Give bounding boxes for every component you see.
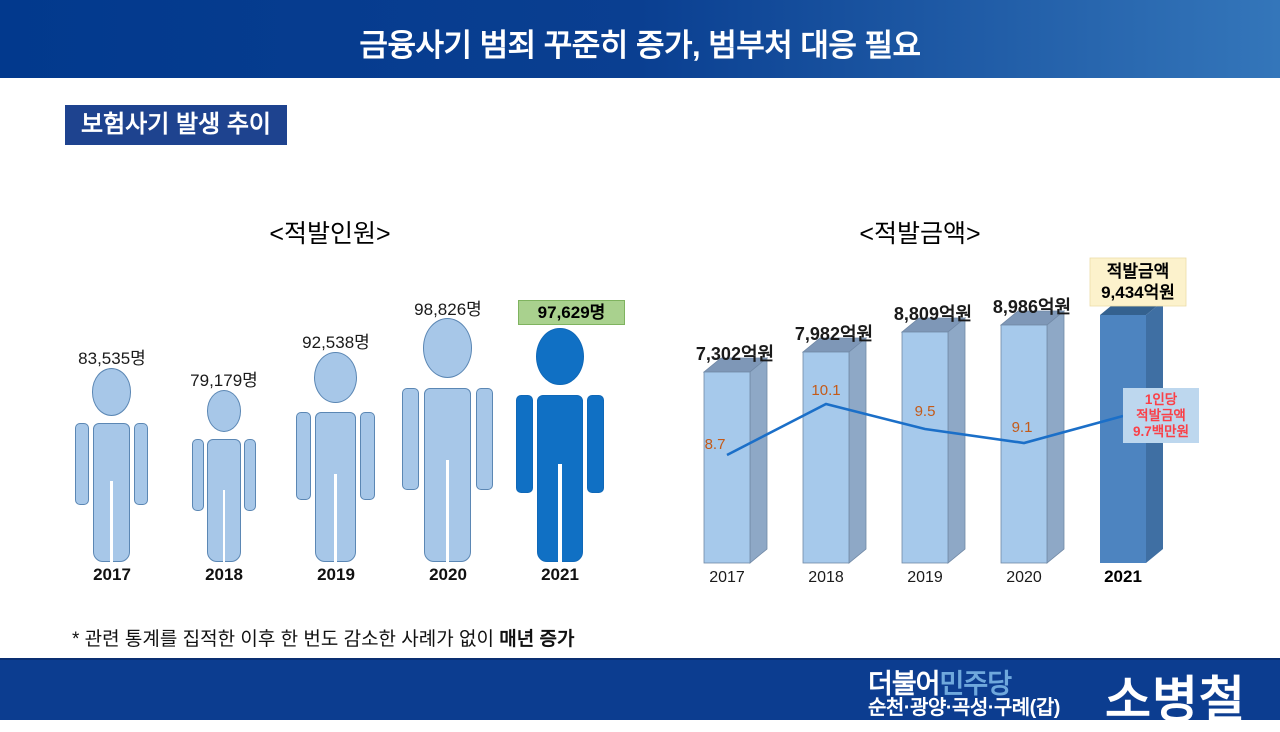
- district-name: 순천·광양·곡성·구례(갑): [868, 697, 1060, 719]
- year-label-2020: 2020: [429, 565, 467, 584]
- value-label-2020: 98,826명: [414, 300, 482, 319]
- year-label-2017: 2017: [93, 565, 131, 584]
- svg-text:적발금액: 적발금액: [1136, 407, 1186, 423]
- section-label: 보험사기 발생 추이: [65, 105, 287, 145]
- person-pictogram-2017: [75, 368, 148, 562]
- bar-2019: [900, 317, 967, 564]
- politician-name-logo: 소병철: [1105, 672, 1246, 728]
- value-label-2017: 83,535명: [78, 349, 146, 368]
- header-bar: [0, 0, 1280, 78]
- per-person-line: [726, 402, 1124, 457]
- right-chart-title: <적발금액>: [859, 220, 981, 248]
- person-pictogram-2018: [192, 390, 256, 562]
- year-label-2021: 2021: [541, 565, 579, 584]
- value-label-2021-highlight: 97,629명: [518, 300, 625, 325]
- bar-label-2021-highlight-box: 적발금액 9,434억원: [1089, 257, 1187, 307]
- person-pictogram-2021-highlight: [516, 328, 604, 562]
- footnote-bold: 매년 증가: [499, 629, 575, 650]
- person-head-icon: [314, 352, 357, 404]
- person-pictogram-2020: [402, 318, 493, 562]
- svg-text:9.7백만원: 9.7백만원: [1133, 424, 1189, 439]
- slide-title: 금융사기 범죄 꾸준히 증가, 범부처 대응 필요: [359, 28, 921, 63]
- bar-label-2019: 8,809억원: [894, 304, 972, 324]
- person-pictogram-2019: [296, 352, 375, 562]
- line-value-2020: 9.1: [1012, 419, 1033, 436]
- value-label-2019: 92,538명: [302, 333, 370, 352]
- person-head-icon: [422, 318, 473, 378]
- bar-2018: [801, 337, 868, 564]
- line-value-2018: 10.1: [811, 382, 840, 399]
- value-label-2018: 79,179명: [190, 371, 258, 390]
- bar-label-2018: 7,982억원: [795, 324, 873, 344]
- bar-2017: [702, 357, 769, 564]
- person-head-icon: [91, 368, 132, 416]
- line-value-2019: 9.5: [915, 403, 936, 420]
- year-label-2019: 2019: [907, 569, 943, 586]
- footnote-text: * 관련 통계를 집적한 이후 한 번도 감소한 사례가 없이: [72, 629, 500, 650]
- footer-bar: [0, 658, 1280, 720]
- person-head-icon: [206, 390, 242, 433]
- per-person-annotation-box: 1인당 적발금액 9.7백만원: [1123, 388, 1199, 443]
- person-head-icon: [536, 328, 584, 386]
- party-name: 더불어민주당: [868, 669, 1012, 699]
- year-label-2018: 2018: [808, 569, 844, 586]
- line-value-2017: 8.7: [705, 436, 726, 453]
- year-label-2019: 2019: [317, 565, 355, 584]
- money-chart: 7,302억원 7,982억원 8,809억원 8,986억원 적발금액 9,4…: [696, 257, 1199, 586]
- year-label-2021: 2021: [1104, 567, 1142, 586]
- svg-text:적발금액: 적발금액: [1107, 262, 1170, 281]
- year-label-2017: 2017: [709, 569, 745, 586]
- left-chart-title: <적발인원>: [269, 220, 391, 248]
- bar-label-2017: 7,302억원: [696, 344, 774, 364]
- bar-label-2020: 8,986억원: [993, 297, 1071, 317]
- footnote: * 관련 통계를 집적한 이후 한 번도 감소한 사례가 없이 매년 증가: [72, 624, 574, 651]
- svg-text:9,434억원: 9,434억원: [1101, 283, 1175, 302]
- year-label-2018: 2018: [205, 565, 243, 584]
- year-label-2020: 2020: [1006, 569, 1042, 586]
- bar-2020: [999, 310, 1066, 564]
- svg-text:1인당: 1인당: [1145, 391, 1178, 407]
